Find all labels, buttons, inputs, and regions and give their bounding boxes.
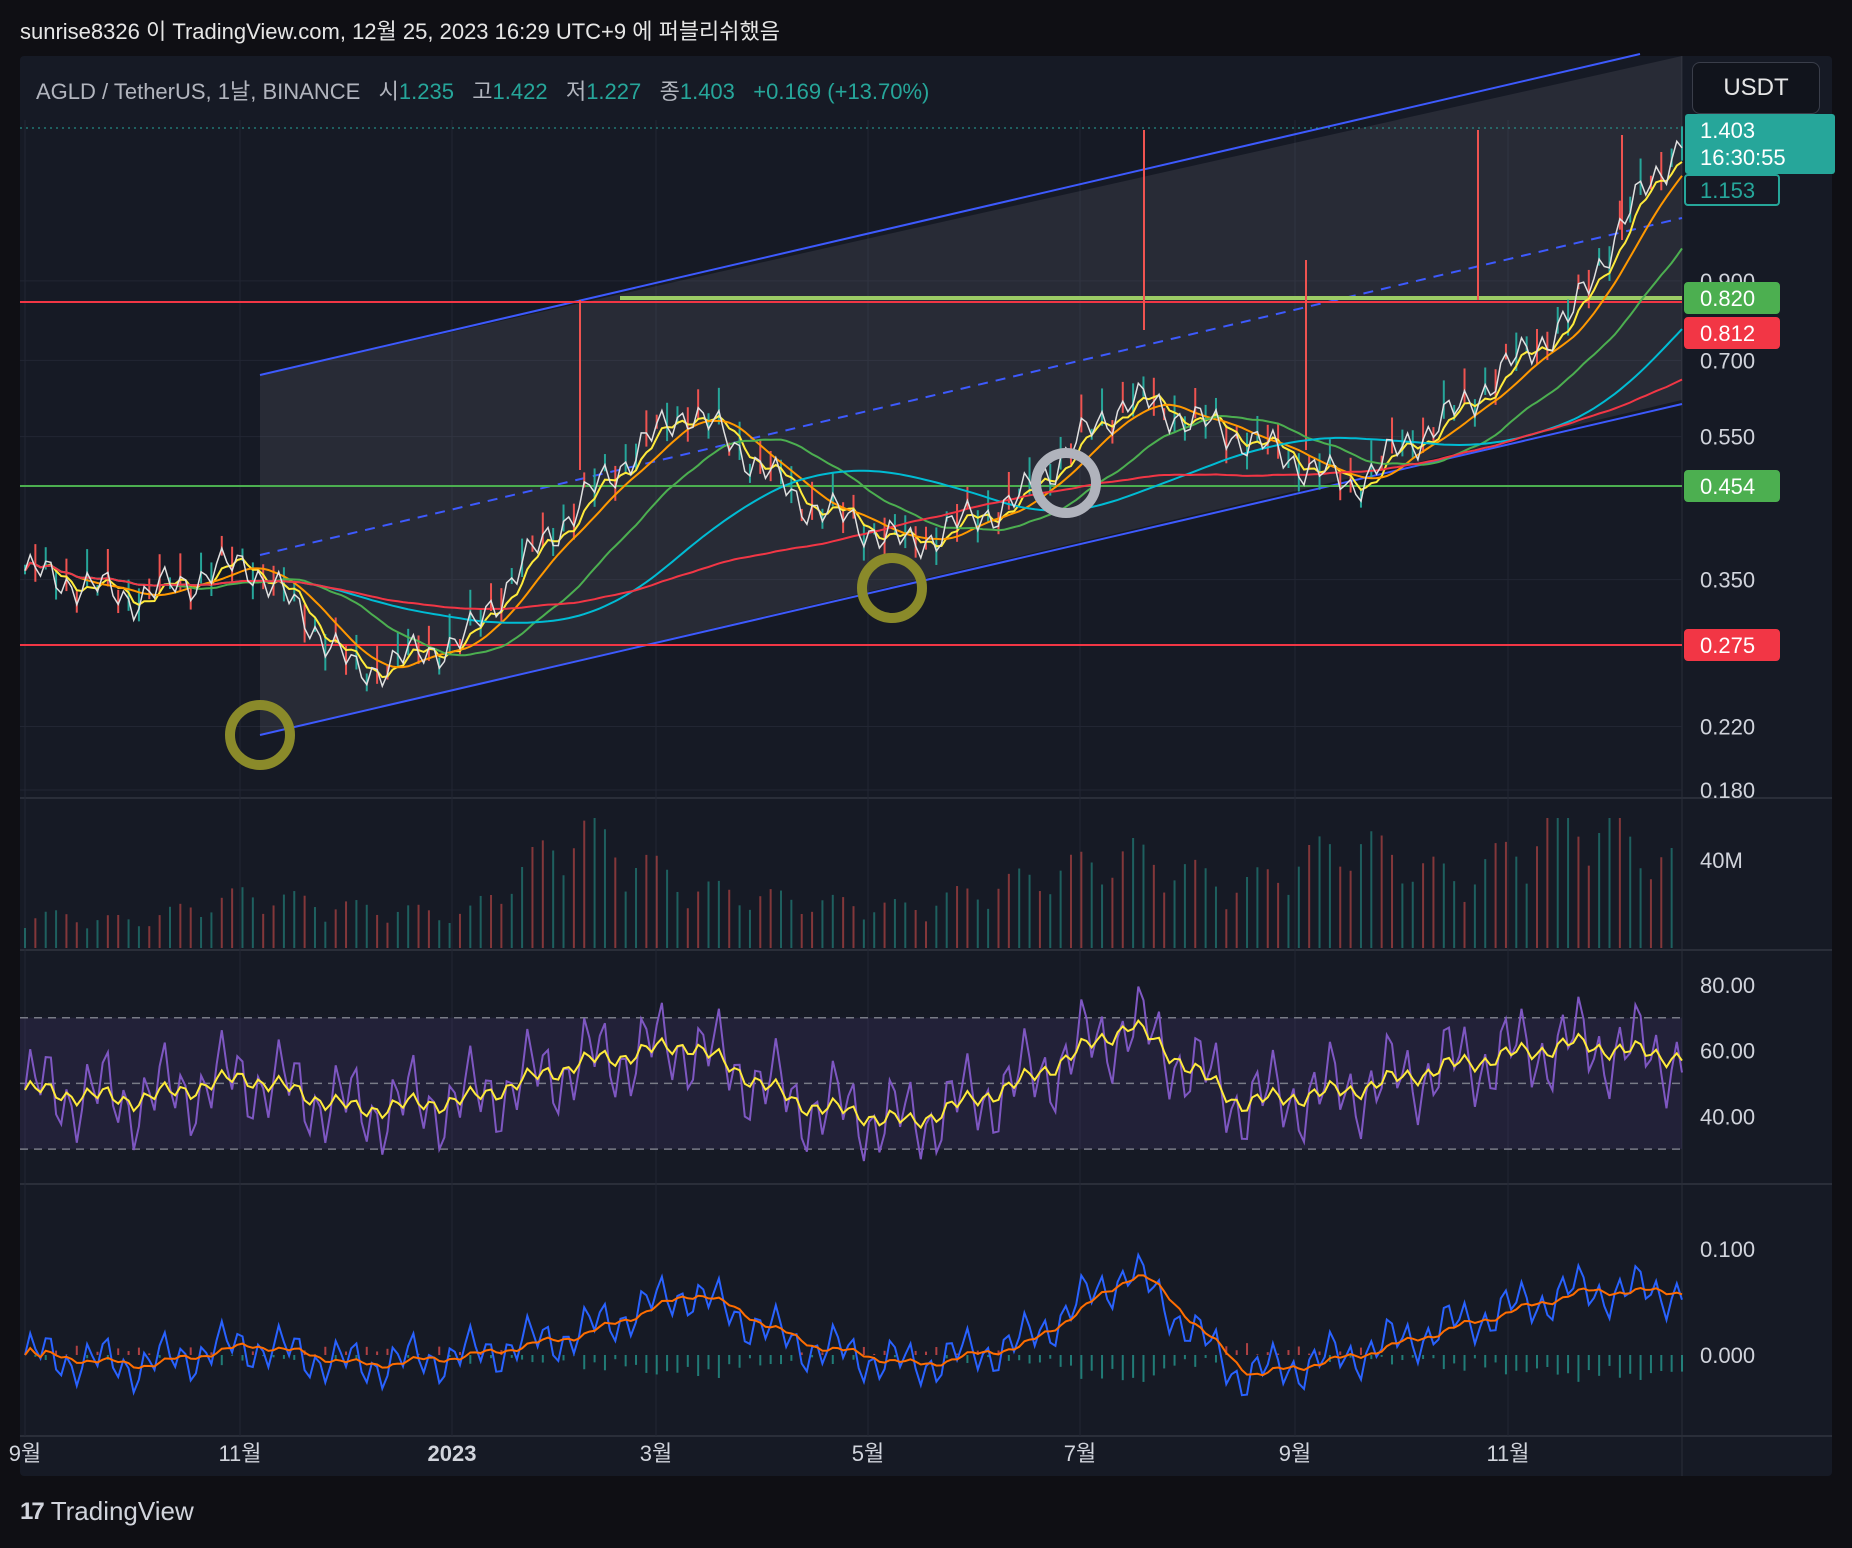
moving-average-line <box>24 161 1683 679</box>
open-label: 시 <box>378 79 399 104</box>
time-tick-label: 9월 <box>9 1441 41 1466</box>
close-value: 1.403 <box>679 79 735 104</box>
price-tick-label: 0.220 <box>1700 715 1755 740</box>
rsi-tick-label: 80.00 <box>1700 973 1755 998</box>
badge-0820-bg <box>1684 282 1780 314</box>
moving-average-line <box>24 247 1683 657</box>
badge-1153-bg <box>1684 174 1780 206</box>
price-line <box>24 139 1683 689</box>
price-tick-label: 0.350 <box>1700 568 1755 593</box>
badge-0820-label: 0.820 <box>1700 286 1755 311</box>
high-label: 고 <box>472 79 493 104</box>
macd-line <box>24 1251 1683 1397</box>
low-value: 1.227 <box>586 79 642 104</box>
badge-0275-label: 0.275 <box>1700 633 1755 658</box>
tv-logo-icon: 17 <box>20 1497 45 1525</box>
close-label: 종 <box>659 79 680 104</box>
macd-tick-label: 0.100 <box>1700 1237 1755 1262</box>
time-tick-label: 11월 <box>218 1441 261 1466</box>
badge-0812-bg <box>1684 317 1780 349</box>
high-value: 1.422 <box>492 79 548 104</box>
open-value: 1.235 <box>398 79 454 104</box>
highlight-circle <box>225 700 295 770</box>
badge-0454-label: 0.454 <box>1700 474 1755 499</box>
price-tick-label: 0.180 <box>1700 778 1755 803</box>
countdown-label: 16:30:55 <box>1700 145 1786 170</box>
rsi-line <box>24 986 1683 1162</box>
price-tick-label: 0.550 <box>1700 425 1755 450</box>
time-tick-label: 5월 <box>852 1441 884 1466</box>
chart-area[interactable] <box>20 56 1832 1476</box>
badge-0454-bg <box>1684 470 1780 502</box>
highlight-circle <box>1031 448 1101 518</box>
channel-fill <box>260 56 1682 735</box>
publish-info: sunrise8326 이 TradingView.com, 12월 25, 2… <box>20 19 781 44</box>
badge-1153-label: 1.153 <box>1700 178 1755 203</box>
last-price-label: 1.403 <box>1700 118 1755 143</box>
currency-button[interactable]: USDT <box>1692 62 1820 114</box>
volume-tick-label: 40M <box>1700 848 1743 873</box>
badge-0812-label: 0.812 <box>1700 321 1755 346</box>
time-tick-label: 7월 <box>1064 1441 1096 1466</box>
macd-signal-line <box>24 1274 1683 1377</box>
tradingview-logo[interactable]: 17 TradingView <box>20 1496 194 1527</box>
macd-tick-label: 0.000 <box>1700 1343 1755 1368</box>
ohlc-legend: AGLD / TetherUS, 1날, BINANCE 시1.235 고1.4… <box>36 74 929 106</box>
rsi-ma-line <box>24 1019 1683 1130</box>
time-tick-label: 9월 <box>1279 1441 1311 1466</box>
time-tick-label: 11월 <box>1486 1441 1529 1466</box>
symbol-label: AGLD / TetherUS, 1날, BINANCE <box>36 79 361 104</box>
time-tick-label: 2023 <box>428 1441 477 1466</box>
last-price-badge-bg <box>1685 114 1835 174</box>
channel-mid-line <box>259 217 1683 556</box>
rsi-tick-label: 60.00 <box>1700 1039 1755 1064</box>
moving-average-line <box>24 378 1683 611</box>
rsi-tick-label: 40.00 <box>1700 1104 1755 1129</box>
brand-label: TradingView <box>50 1496 194 1526</box>
highlight-circle <box>857 553 927 623</box>
change-value: +0.169 (+13.70%) <box>753 79 930 104</box>
badge-0275-bg <box>1684 629 1780 661</box>
low-label: 저 <box>565 79 587 104</box>
channel-upper-line <box>259 53 1641 376</box>
price-tick-label: 0.700 <box>1700 348 1755 373</box>
time-tick-label: 3월 <box>640 1441 672 1466</box>
